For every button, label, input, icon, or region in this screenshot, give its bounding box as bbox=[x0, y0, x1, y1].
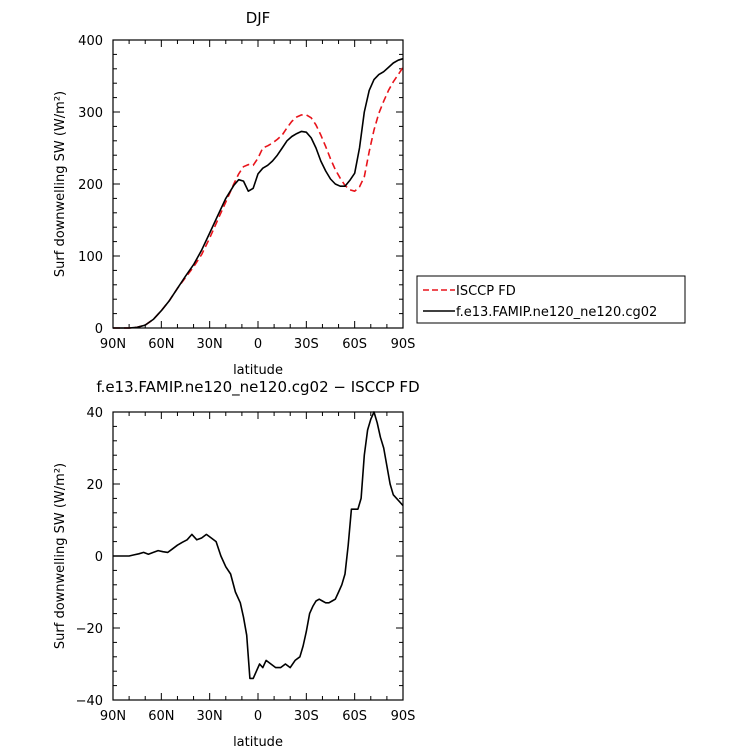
top-series-line-b bbox=[113, 57, 404, 329]
bottom-y-tick-label: 20 bbox=[86, 478, 103, 493]
top-y-tick-label: 200 bbox=[78, 178, 103, 193]
legend: ISCCP FD f.e13.FAMIP.ne120_ne120.cg02 bbox=[416, 275, 686, 324]
top-x-tick-label: 30N bbox=[197, 337, 223, 352]
top-y-tick-label: 0 bbox=[95, 322, 103, 337]
top-panel: DJF Surf downwelling SW (W/m²) latitude … bbox=[53, 9, 686, 378]
top-ticks: 90N 60N 30N 0 30S 60S 90S 0 100 200 300 400 bbox=[78, 34, 415, 352]
bottom-plot-frame bbox=[112, 411, 404, 701]
top-x-axis-label: latitude bbox=[233, 363, 283, 378]
bottom-x-tick-label: 60S bbox=[342, 709, 367, 724]
bottom-y-axis-label: Surf downwelling SW (W/m²) bbox=[53, 463, 68, 649]
top-x-tick-label: 0 bbox=[254, 337, 262, 352]
top-x-tick-label: 90N bbox=[100, 337, 126, 352]
legend-box bbox=[416, 275, 686, 324]
top-y-tick-label: 300 bbox=[78, 106, 103, 121]
bottom-x-tick-label: 30S bbox=[294, 709, 319, 724]
bottom-series bbox=[113, 411, 404, 680]
top-y-axis-label: Surf downwelling SW (W/m²) bbox=[53, 91, 68, 277]
bottom-y-tick-label: 0 bbox=[95, 550, 103, 565]
top-series bbox=[113, 57, 404, 329]
top-plot-frame bbox=[112, 39, 404, 329]
top-x-tick-label: 90S bbox=[391, 337, 416, 352]
bottom-ticks: 90N 60N 30N 0 30S 60S 90S −40 −20 0 20 40 bbox=[76, 406, 416, 724]
bottom-y-tick-label: −20 bbox=[76, 622, 103, 637]
legend-label-model: f.e13.FAMIP.ne120_ne120.cg02 bbox=[456, 305, 657, 320]
bottom-y-tick-label: 40 bbox=[86, 406, 103, 421]
bottom-x-tick-label: 90S bbox=[391, 709, 416, 724]
top-x-tick-label: 60N bbox=[148, 337, 174, 352]
top-x-tick-label: 60S bbox=[342, 337, 367, 352]
bottom-x-tick-label: 0 bbox=[254, 709, 262, 724]
bottom-chart-title: f.e13.FAMIP.ne120_ne120.cg02 − ISCCP FD bbox=[96, 378, 419, 397]
top-y-tick-label: 100 bbox=[78, 250, 103, 265]
legend-label-isccp: ISCCP FD bbox=[456, 284, 516, 299]
top-chart-title: DJF bbox=[246, 9, 271, 27]
bottom-x-axis-label: latitude bbox=[233, 735, 283, 750]
top-y-tick-label: 400 bbox=[78, 34, 103, 49]
top-x-tick-label: 30S bbox=[294, 337, 319, 352]
bottom-y-tick-label: −40 bbox=[76, 694, 103, 709]
top-series-line-a bbox=[113, 66, 404, 329]
bottom-panel: f.e13.FAMIP.ne120_ne120.cg02 − ISCCP FD … bbox=[53, 378, 420, 750]
bottom-series-line-a bbox=[113, 411, 404, 680]
bottom-x-tick-label: 60N bbox=[148, 709, 174, 724]
bottom-x-tick-label: 90N bbox=[100, 709, 126, 724]
bottom-x-tick-label: 30N bbox=[197, 709, 223, 724]
